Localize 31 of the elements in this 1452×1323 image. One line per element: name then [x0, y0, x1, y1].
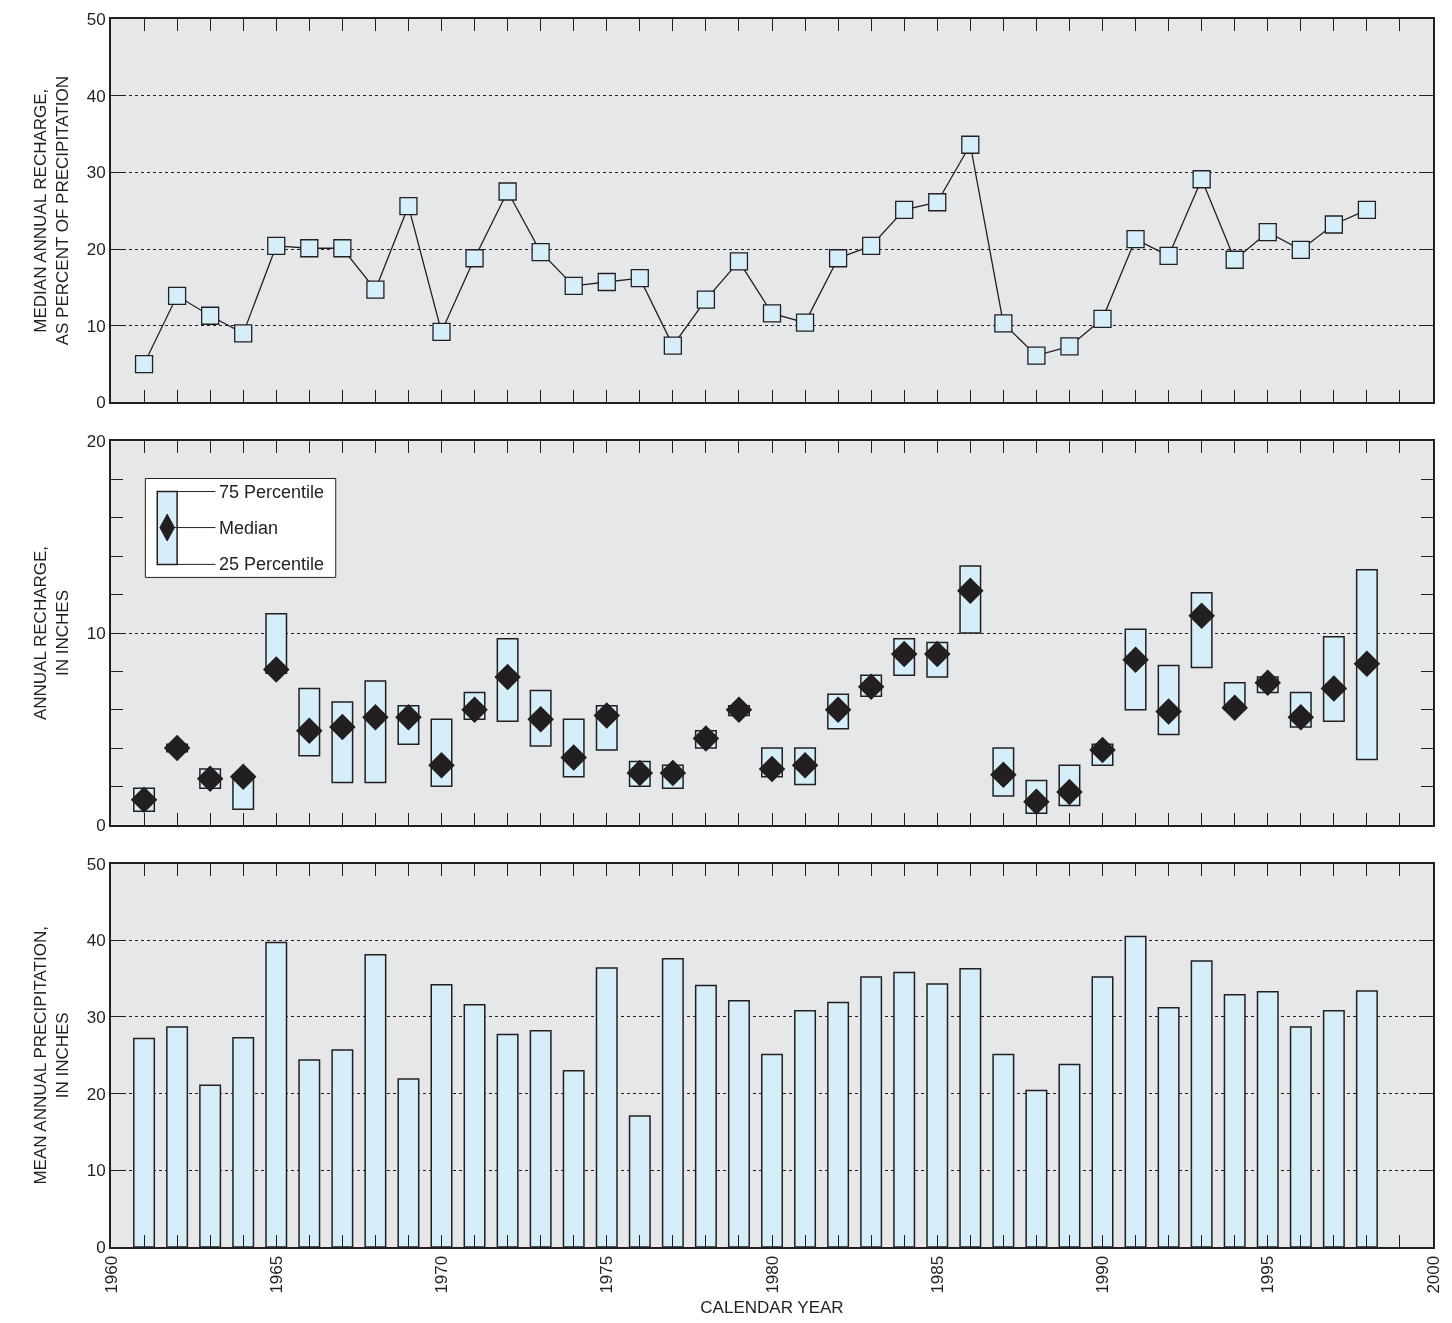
x-tick-label: 1985: [927, 1255, 947, 1294]
x-tick-label: 1980: [762, 1255, 782, 1294]
y-tick-label: 10: [86, 316, 106, 336]
y-tick-label: 50: [86, 854, 106, 874]
annotation: Median: [219, 518, 279, 538]
x-tick-label: 1995: [1258, 1255, 1278, 1294]
annotation: 25 Percentile: [219, 554, 325, 574]
x-axis-title: CALENDAR YEAR: [700, 1297, 844, 1317]
y-axis-title: MEAN ANNUAL PRECIPITATION, IN INCHES: [30, 926, 72, 1185]
y-tick-label: 0: [96, 393, 106, 413]
y-axis-title: MEDIAN ANNUAL RECHARGE, AS PERCENT OF PRECIPITATION: [30, 76, 72, 346]
y-tick-label: 50: [86, 9, 106, 29]
y-tick-label: 40: [86, 931, 106, 951]
y-tick-label: 20: [86, 432, 106, 452]
y-tick-label: 0: [96, 1237, 106, 1257]
x-tick-label: 2000: [1423, 1255, 1443, 1294]
y-tick-label: 40: [86, 86, 106, 106]
y-tick-label: 30: [86, 1007, 106, 1027]
x-tick-label: 1990: [1093, 1255, 1113, 1294]
y-tick-label: 30: [86, 163, 106, 183]
y-tick-label: 10: [86, 1161, 106, 1181]
x-tick-label: 1970: [432, 1255, 452, 1294]
x-tick-label: 1975: [597, 1255, 617, 1294]
y-tick-label: 10: [86, 623, 106, 643]
y-tick-label: 20: [86, 1084, 106, 1104]
y-tick-label: 0: [96, 815, 106, 835]
y-axis-title: ANNUAL RECHARGE, IN INCHES: [30, 545, 72, 721]
x-tick-label: 1960: [101, 1255, 121, 1294]
y-tick-label: 20: [86, 239, 106, 259]
annotation: 75 Percentile: [219, 482, 325, 502]
x-tick-label: 1965: [266, 1255, 286, 1294]
